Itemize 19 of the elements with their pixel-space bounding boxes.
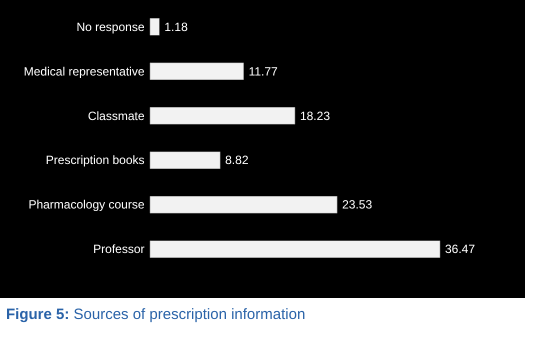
y-tick-label: Professor <box>93 242 144 256</box>
y-tick-label: Medical representative <box>24 64 145 78</box>
data-label: 8.82 <box>225 153 249 168</box>
y-tick-label: No response <box>76 20 145 34</box>
bar <box>150 152 220 169</box>
caption: Figure 5: Sources of prescription information <box>6 306 306 323</box>
bar <box>150 62 244 80</box>
data-label: 36.47 <box>445 242 476 256</box>
data-label: 23.53 <box>342 198 372 212</box>
bar <box>150 18 160 36</box>
data-label: 11.77 <box>248 64 278 78</box>
y-tick-label: Pharmacology course <box>28 198 145 212</box>
bar <box>150 107 296 124</box>
bar <box>150 196 338 214</box>
y-tick-label: Classmate <box>88 108 145 123</box>
bar <box>150 240 440 258</box>
data-label: 1.18 <box>164 20 188 34</box>
y-tick-label: Prescription books <box>46 153 144 168</box>
data-label: 18.23 <box>300 108 330 123</box>
